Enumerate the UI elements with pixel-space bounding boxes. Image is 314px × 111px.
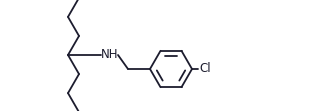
Text: Cl: Cl [199,62,211,75]
Text: NH: NH [101,49,119,61]
